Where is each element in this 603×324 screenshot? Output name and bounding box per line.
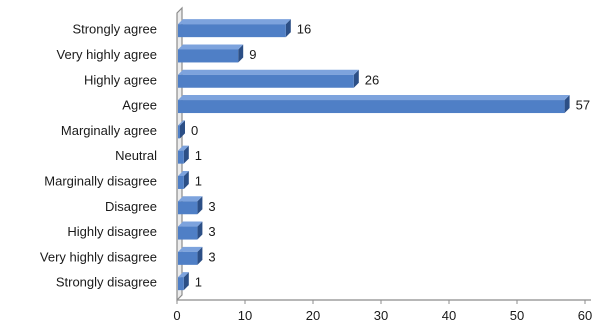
bar-disagree (178, 201, 198, 215)
bar-strongly-agree-top (178, 19, 291, 25)
bar-highly-disagree-top (178, 221, 203, 227)
value-label-strongly-disagree: 1 (195, 275, 202, 290)
bar-neutral (178, 150, 184, 164)
category-label-strongly-disagree: Strongly disagree (56, 275, 157, 290)
bar-marginally-disagree (178, 175, 184, 189)
value-label-marginally-disagree: 1 (195, 173, 202, 188)
bar-strongly-agree (178, 24, 286, 38)
bar-highly-disagree (178, 226, 198, 240)
bar-very-highly-agree (178, 49, 239, 63)
category-label-very-highly-disagree: Very highly disagree (40, 249, 157, 264)
x-tick-label-60: 60 (578, 308, 592, 323)
value-label-marginally-agree: 0 (191, 123, 198, 138)
bar-strongly-disagree-top (178, 272, 189, 278)
bar-strongly-disagree (178, 277, 184, 291)
category-labels: Strongly agree Very highly agree Highly ag… (40, 22, 157, 290)
bar-highly-agree-side (353, 69, 359, 88)
value-label-very-highly-disagree: 3 (208, 249, 215, 264)
x-tick-label-40: 40 (442, 308, 456, 323)
bar-neutral-side (183, 145, 189, 164)
category-label-disagree: Disagree (105, 199, 157, 214)
bar-marginally-disagree-top (178, 170, 189, 176)
value-label-highly-agree: 26 (365, 72, 379, 87)
category-label-neutral: Neutral (115, 148, 157, 163)
bar-strongly-disagree-side (183, 272, 189, 291)
bar-disagree-top (178, 196, 203, 202)
bars-group (178, 19, 570, 291)
bar-highly-agree (178, 74, 354, 88)
bar-very-highly-agree-side (238, 44, 244, 63)
bar-marginally-agree-top (178, 120, 185, 126)
bar-very-highly-disagree-top (178, 246, 203, 252)
bar-disagree-side (197, 196, 203, 215)
bar-very-highly-agree-top (178, 44, 244, 50)
value-label-agree: 57 (576, 98, 590, 113)
x-axis-ticks: 0 10 20 30 40 50 60 (173, 300, 592, 323)
value-label-highly-disagree: 3 (208, 224, 215, 239)
x-tick-label-20: 20 (306, 308, 320, 323)
category-label-highly-agree: Highly agree (84, 72, 157, 87)
bar-marginally-agree (178, 125, 180, 139)
bar-highly-agree-top (178, 69, 359, 75)
bar-highly-disagree-side (197, 221, 203, 240)
category-label-strongly-agree: Strongly agree (72, 22, 157, 37)
category-label-marginally-disagree: Marginally disagree (44, 173, 157, 188)
x-tick-label-50: 50 (510, 308, 524, 323)
bar-agree (178, 100, 565, 114)
category-label-agree: Agree (122, 98, 157, 113)
value-label-strongly-agree: 16 (297, 22, 311, 37)
bar-marginally-agree-side (180, 120, 185, 139)
value-label-very-highly-agree: 9 (249, 47, 256, 62)
category-label-marginally-agree: Marginally agree (61, 123, 157, 138)
value-label-disagree: 3 (208, 199, 215, 214)
x-tick-label-10: 10 (238, 308, 252, 323)
bar-marginally-disagree-side (183, 170, 189, 189)
bar-agree-top (178, 95, 570, 101)
bar-very-highly-disagree (178, 251, 198, 265)
bar-agree-side (564, 95, 570, 114)
category-label-highly-disagree: Highly disagree (67, 224, 157, 239)
category-label-very-highly-agree: Very highly agree (57, 47, 157, 62)
bar-very-highly-disagree-side (197, 246, 203, 265)
x-tick-label-0: 0 (173, 308, 180, 323)
value-label-neutral: 1 (195, 148, 202, 163)
x-tick-label-30: 30 (374, 308, 388, 323)
bar-neutral-top (178, 145, 189, 151)
bar-strongly-agree-side (285, 19, 291, 38)
